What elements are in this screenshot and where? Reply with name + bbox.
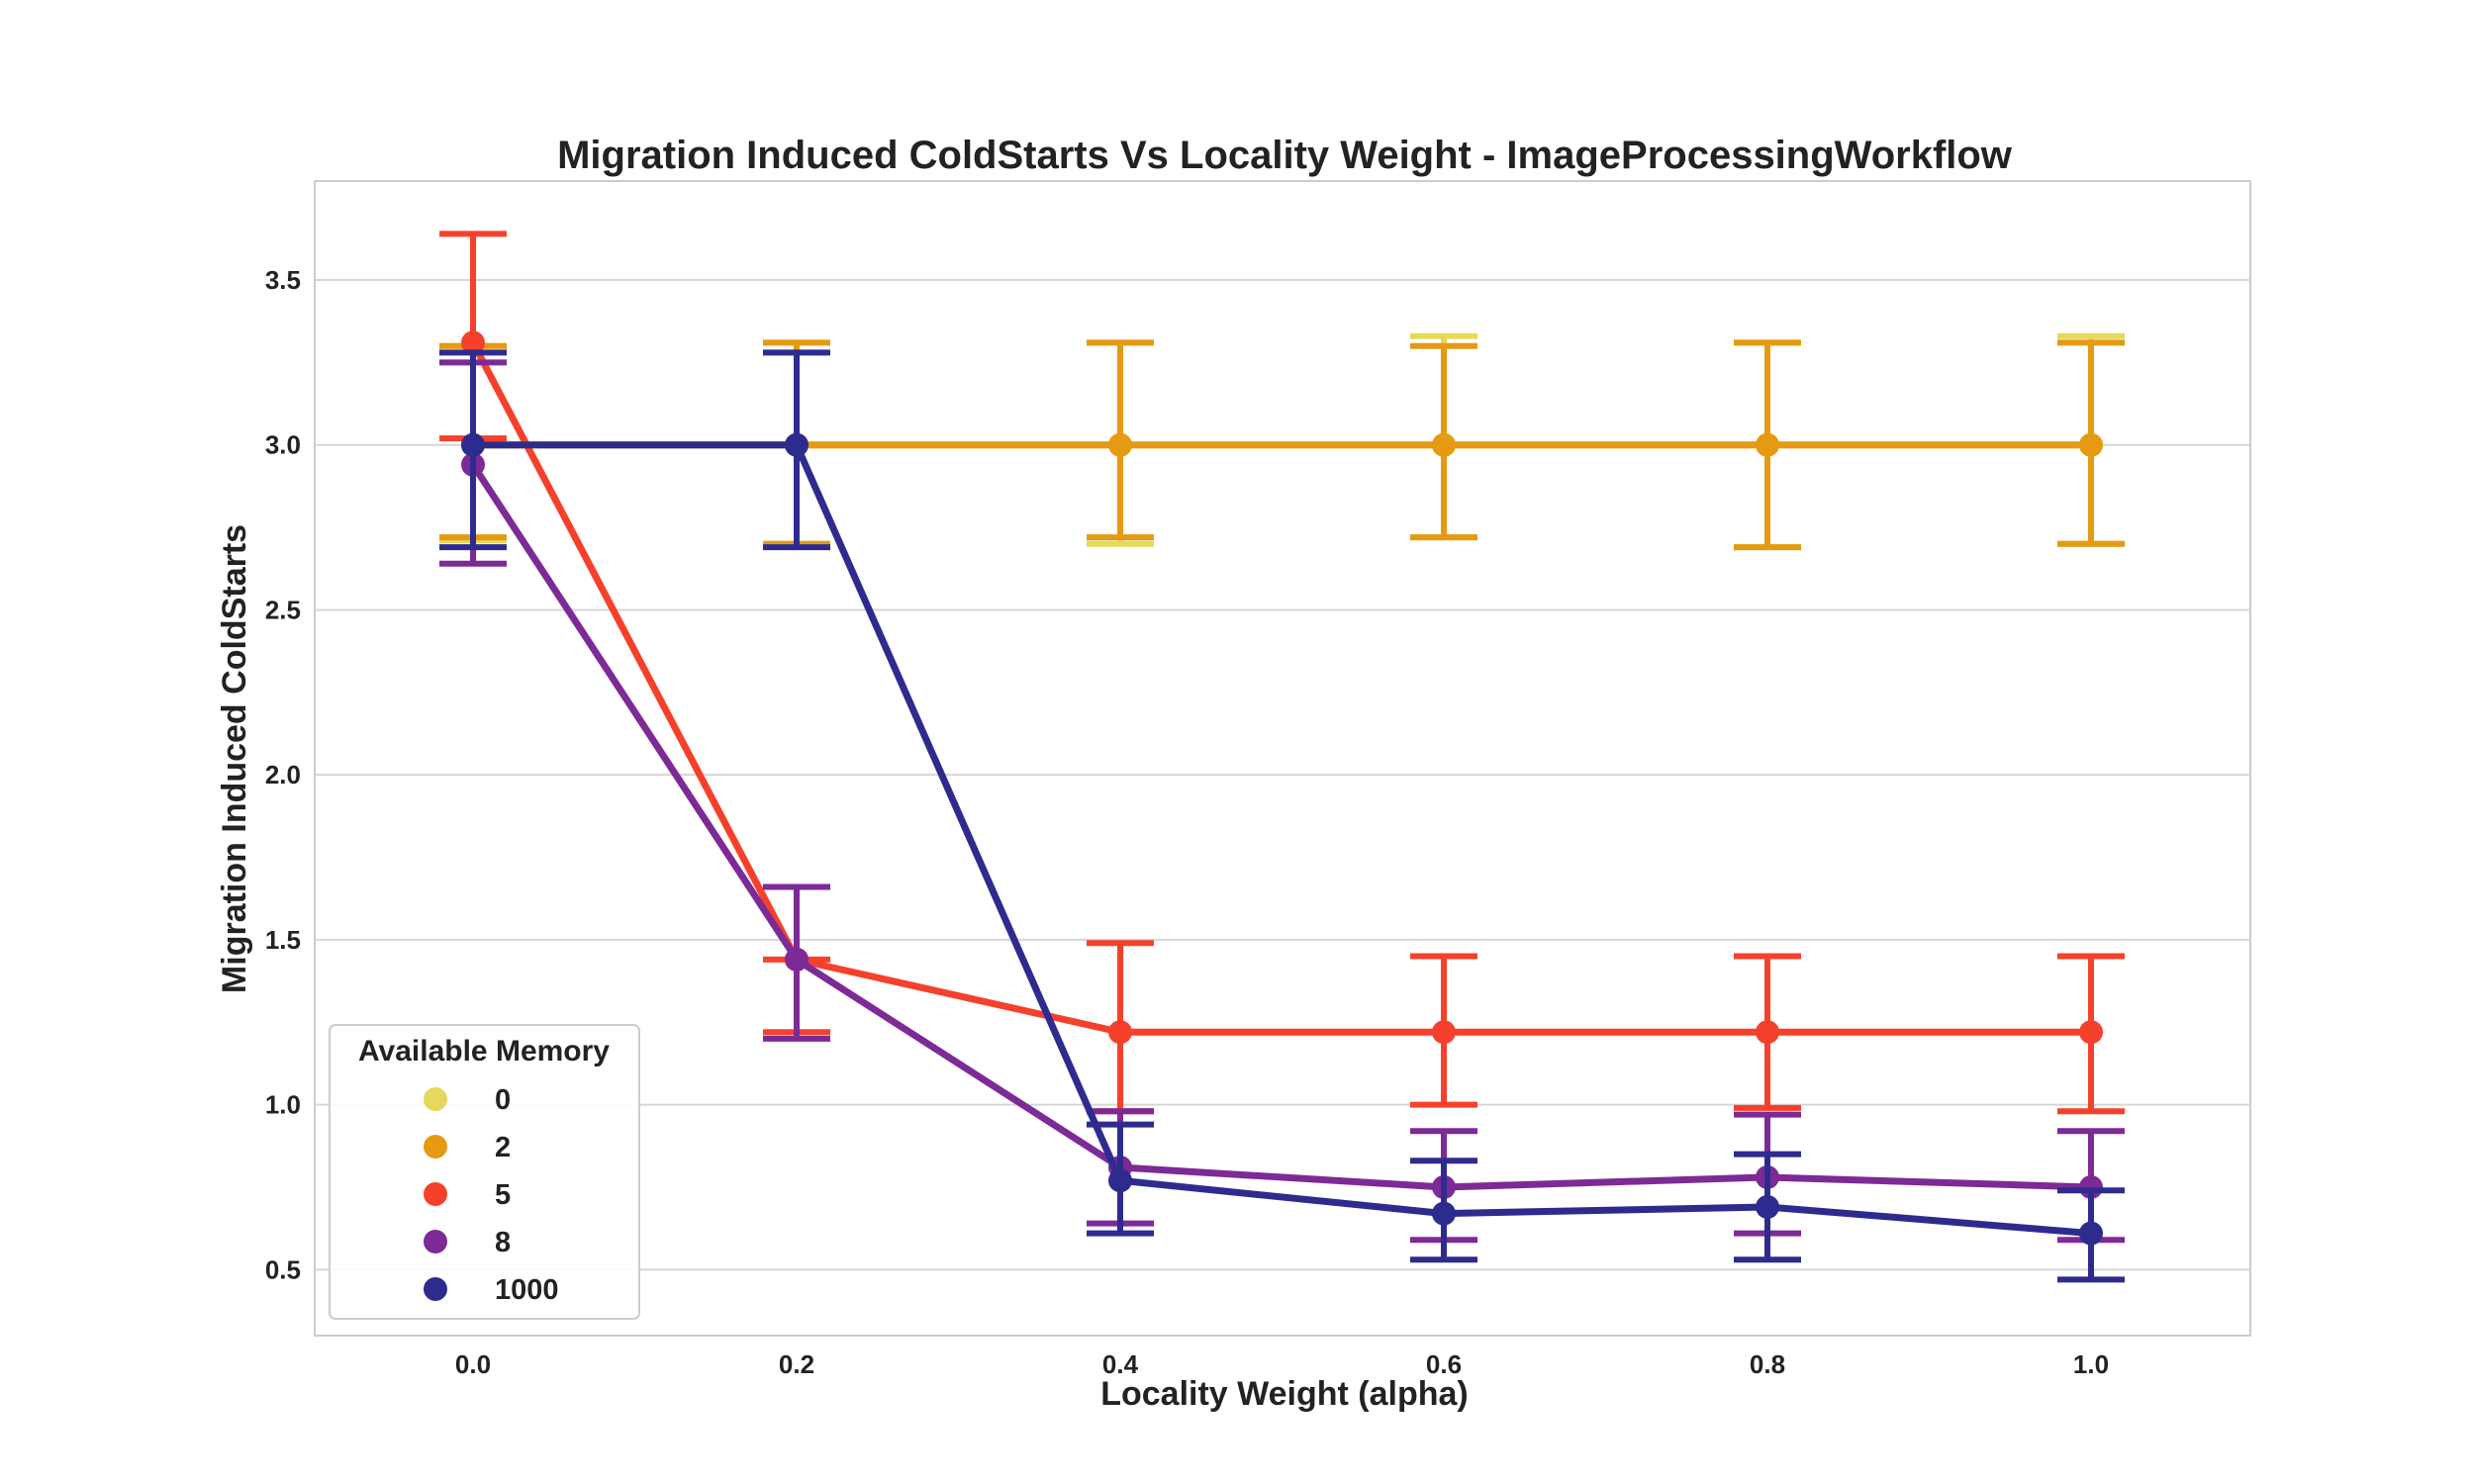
data-point <box>785 947 809 972</box>
x-axis-ticks: 0.0 0.2 0.4 0.6 0.8 1.0 <box>455 1349 2109 1379</box>
data-point <box>2079 1020 2103 1045</box>
legend-marker <box>424 1135 447 1159</box>
data-point <box>1756 432 1779 457</box>
y-tick-label: 2.5 <box>265 595 301 624</box>
legend-item-1000: 1000 <box>424 1274 559 1306</box>
x-tick-label: 0.8 <box>1750 1349 1785 1379</box>
legend-label: 0 <box>495 1084 511 1116</box>
data-point <box>2079 1221 2103 1246</box>
data-point <box>1432 1020 1456 1045</box>
legend-label: 8 <box>495 1227 511 1258</box>
data-point <box>2079 432 2103 457</box>
legend-box <box>329 1024 640 1320</box>
legend-item-0: 0 <box>424 1084 511 1116</box>
data-point <box>1432 432 1456 457</box>
legend-item-8: 8 <box>424 1227 511 1258</box>
y-tick-label: 3.5 <box>265 265 301 295</box>
y-tick-label: 1.0 <box>265 1090 301 1120</box>
legend-marker <box>424 1087 447 1111</box>
y-tick-label: 2.0 <box>265 760 301 789</box>
data-point <box>785 432 809 457</box>
data-point <box>1108 432 1132 457</box>
legend-title: Available Memory <box>358 1035 610 1067</box>
data-point <box>1108 1168 1132 1193</box>
legend-label: 2 <box>495 1132 511 1163</box>
y-axis-ticks: 0.5 1.0 1.5 2.0 2.5 3.0 3.5 <box>265 265 301 1284</box>
y-tick-label: 3.0 <box>265 430 301 460</box>
data-point <box>461 432 485 457</box>
legend-marker <box>424 1230 447 1253</box>
series-line <box>470 462 2092 1191</box>
legend-label: 5 <box>495 1179 511 1211</box>
data-point <box>461 330 485 355</box>
legend-label: 1000 <box>495 1274 559 1306</box>
x-tick-label: 0.4 <box>1102 1349 1139 1379</box>
legend-item-2: 2 <box>424 1132 511 1163</box>
chart-title: Migration Induced ColdStarts Vs Locality… <box>557 134 2013 177</box>
y-tick-label: 0.5 <box>265 1254 301 1284</box>
legend-marker <box>424 1277 447 1301</box>
series-1000 <box>439 349 2125 1283</box>
data-point <box>1432 1201 1456 1226</box>
data-point <box>1756 1194 1779 1219</box>
y-tick-label: 1.5 <box>265 925 301 955</box>
data-point <box>1108 1020 1132 1045</box>
x-axis-label: Locality Weight (alpha) <box>1100 1375 1469 1413</box>
y-axis-label: Migration Induced ColdStarts <box>216 524 253 993</box>
legend-marker <box>424 1182 447 1206</box>
x-tick-label: 0.6 <box>1426 1349 1462 1379</box>
x-tick-label: 1.0 <box>2073 1349 2109 1379</box>
legend-item-5: 5 <box>424 1179 511 1211</box>
legend-items: 0 2 5 8 1000 <box>424 1084 559 1306</box>
legend: Available Memory 0 2 5 8 1000 <box>329 1024 640 1320</box>
series-layer <box>439 231 2125 1283</box>
x-tick-label: 0.2 <box>779 1349 814 1379</box>
series-line <box>469 340 2091 1036</box>
data-point <box>1756 1020 1779 1045</box>
series-line <box>473 441 2092 1238</box>
x-tick-label: 0.0 <box>455 1349 491 1379</box>
